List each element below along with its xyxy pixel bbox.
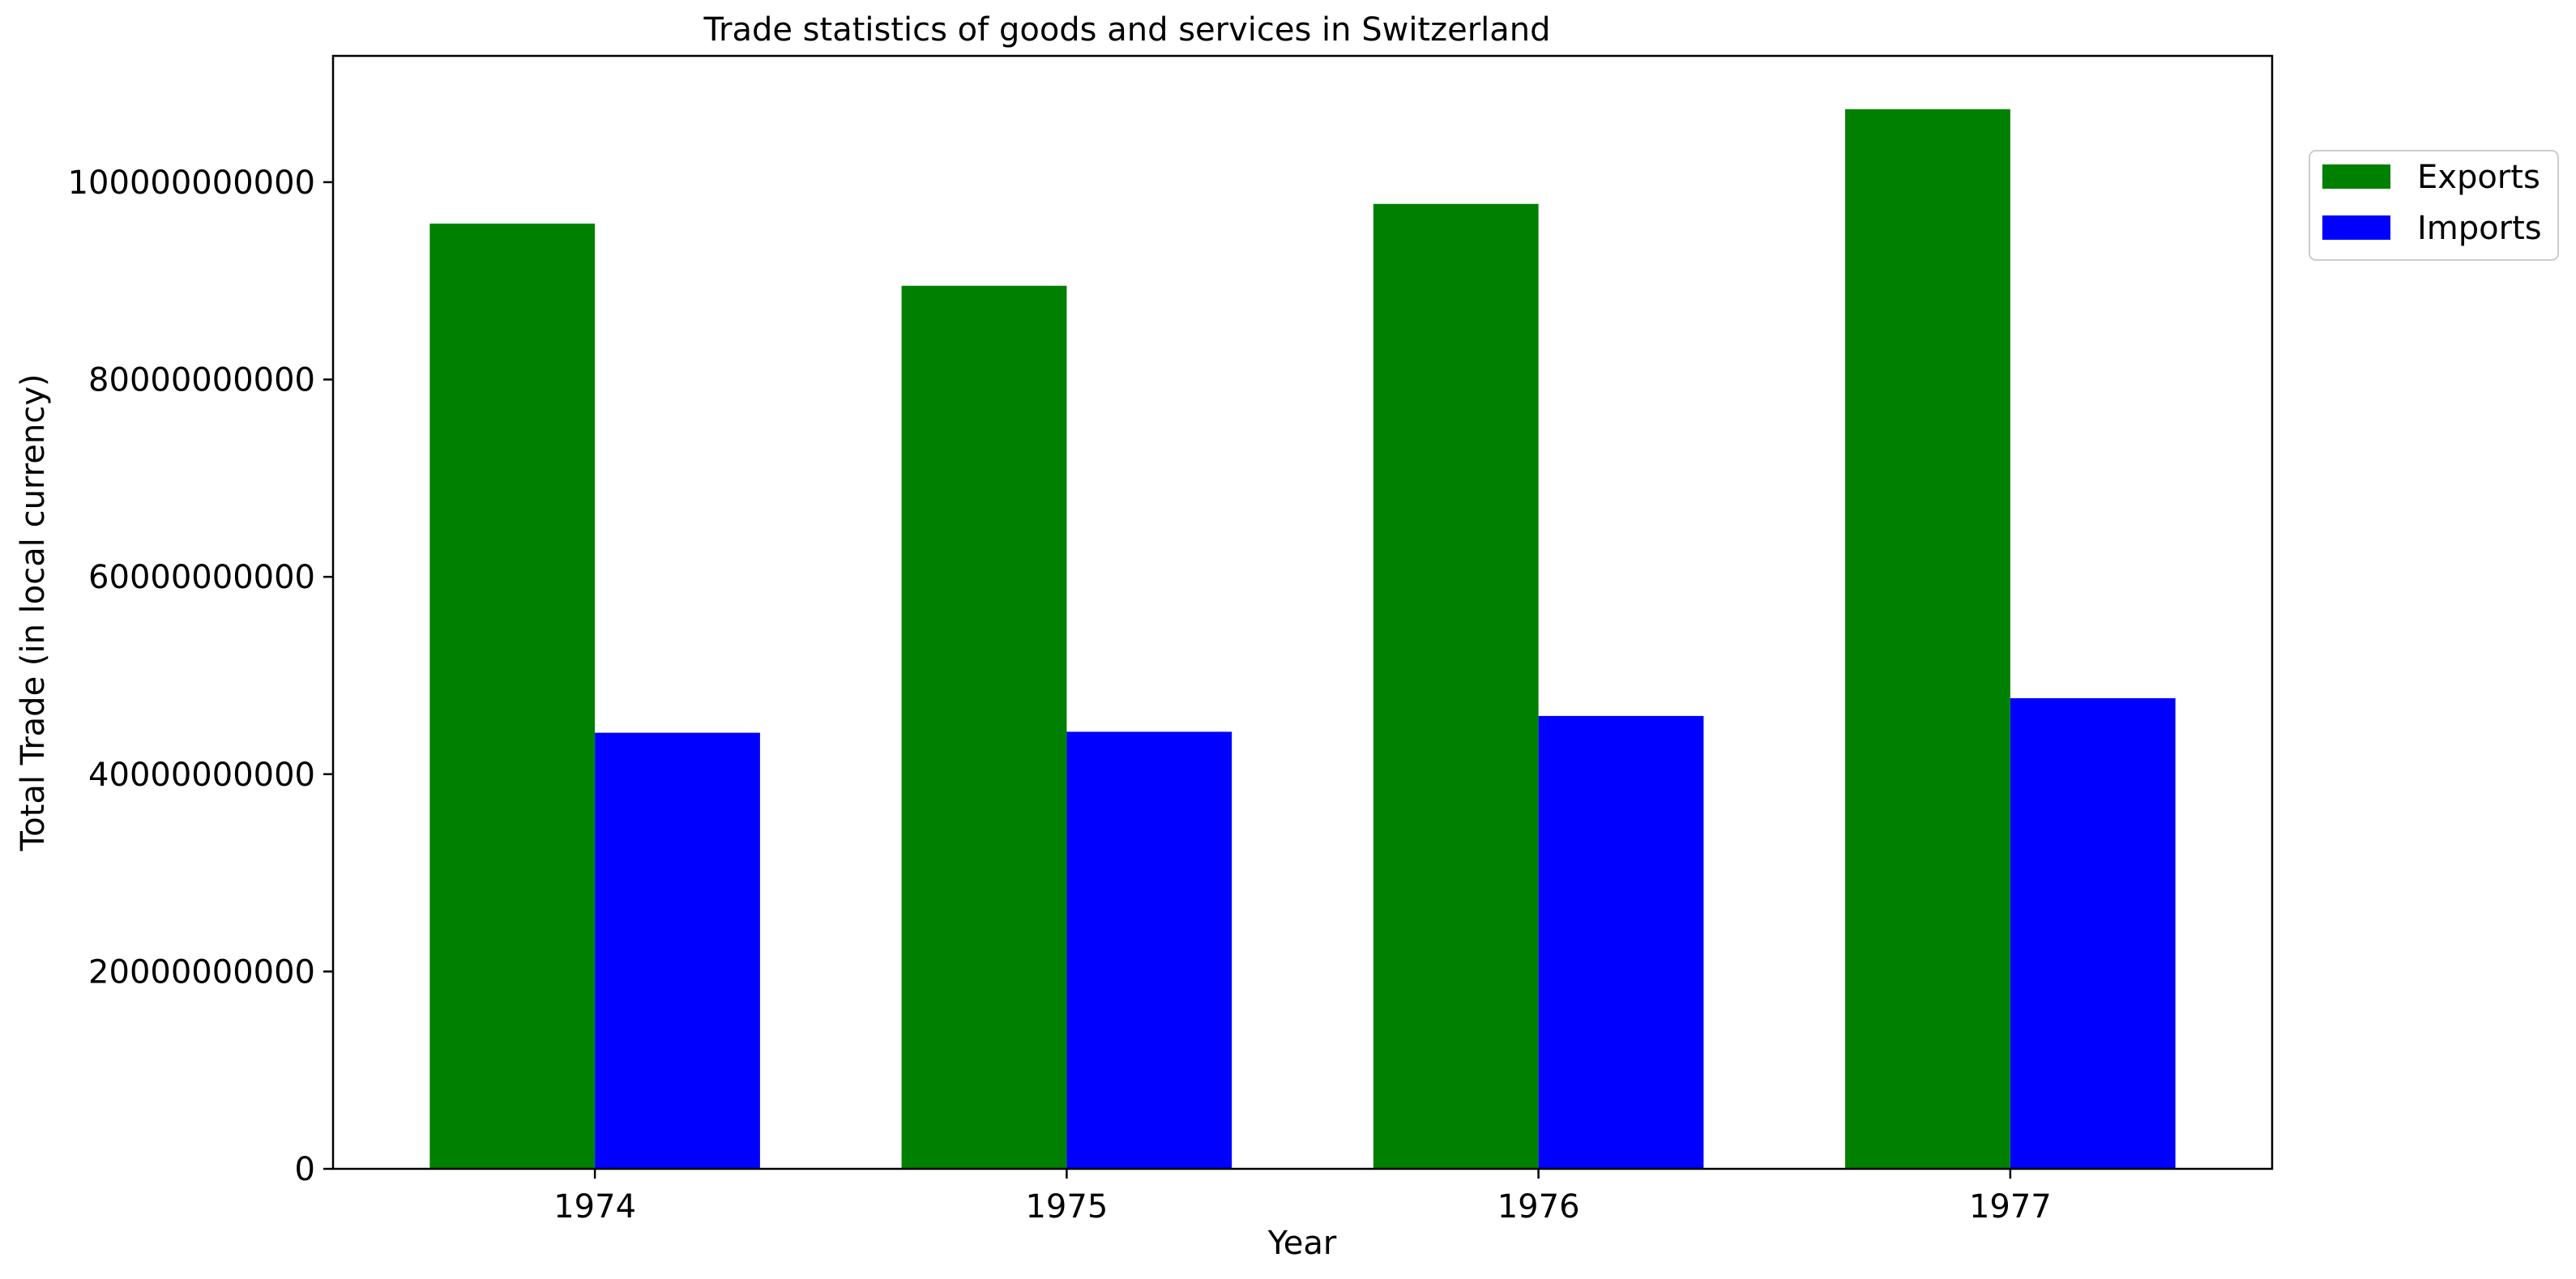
legend-swatch-imports — [2322, 215, 2390, 240]
y-tick-label: 80000000000 — [88, 362, 315, 399]
chart-title: Trade statistics of goods and services i… — [703, 11, 1550, 49]
x-axis-label: Year — [1267, 1225, 1337, 1262]
y-tick-label: 20000000000 — [88, 953, 315, 991]
bar-exports-1974 — [429, 224, 596, 1169]
y-axis: 0 20000000000 40000000000 60000000000 800000… — [68, 164, 333, 1188]
bar-imports-1974 — [595, 732, 760, 1169]
y-tick-label: 40000000000 — [88, 757, 315, 794]
bar-exports-1977 — [1845, 109, 2010, 1169]
bar-imports-1976 — [1538, 715, 1704, 1169]
x-tick-label-1977: 1977 — [1969, 1188, 2052, 1226]
y-tick-label: 0 — [295, 1151, 315, 1188]
y-tick-label: 60000000000 — [88, 559, 315, 596]
x-axis: 1974 1975 1976 1977 — [553, 1169, 2052, 1226]
plot-frame — [331, 54, 2274, 1170]
bars-group — [429, 109, 2176, 1170]
bar-imports-1975 — [1066, 731, 1232, 1169]
legend-label-imports: Imports — [2417, 210, 2542, 247]
legend: Exports Imports — [2309, 150, 2559, 261]
y-axis-label: Total Trade (in local currency) — [15, 374, 52, 852]
x-tick-label-1975: 1975 — [1025, 1188, 1108, 1226]
y-tick-label: 100000000000 — [68, 164, 315, 202]
x-tick-label-1976: 1976 — [1497, 1188, 1580, 1226]
legend-label-exports: Exports — [2417, 159, 2540, 196]
bar-imports-1977 — [2010, 697, 2176, 1169]
bar-exports-1976 — [1373, 203, 1539, 1170]
bar-exports-1975 — [901, 285, 1067, 1169]
legend-swatch-exports — [2322, 164, 2390, 189]
x-tick-label-1974: 1974 — [553, 1188, 636, 1226]
